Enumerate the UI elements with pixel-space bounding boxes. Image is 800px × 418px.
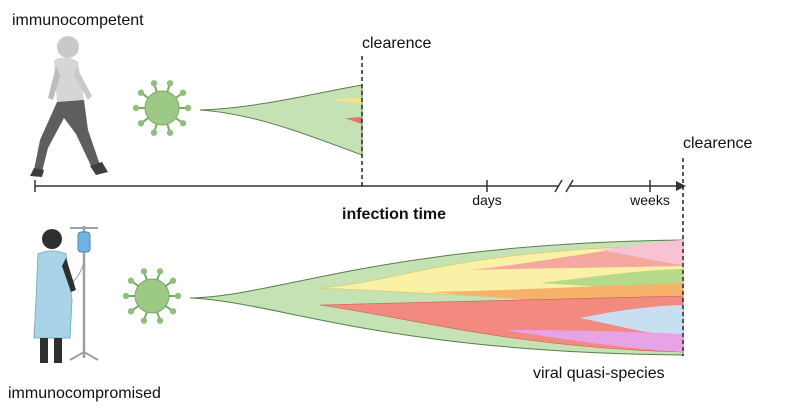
- axis-arrow: [676, 181, 686, 191]
- virus-spike-tip: [156, 268, 164, 275]
- axis-tick-label: weeks: [629, 192, 670, 208]
- virus-body: [144, 90, 180, 126]
- annotation: viral quasi-species: [533, 365, 665, 382]
- virus-spike-tip: [156, 317, 164, 324]
- virus-spike-tip: [166, 80, 174, 87]
- virus-spike-tip: [122, 292, 130, 300]
- group-label: immunocompromised: [8, 385, 161, 402]
- virus-spike-tip: [150, 80, 158, 87]
- virus: [132, 80, 192, 136]
- group-label: immunocompetent: [12, 12, 144, 29]
- clearance-label: clearence: [683, 135, 752, 152]
- virus-spike-tip: [140, 317, 148, 324]
- virus-spike-tip: [169, 277, 177, 284]
- axis-break: [558, 182, 570, 190]
- virus-spike-tip: [140, 268, 148, 275]
- virus-spike-tip: [166, 129, 174, 136]
- virus-spike-tip: [127, 308, 135, 315]
- virus-spike-tip: [132, 104, 140, 112]
- virus-spike-tip: [137, 120, 145, 127]
- immunocompromised-person: [33, 226, 99, 363]
- virus-body: [134, 278, 170, 314]
- clone-fish-bottom: [189, 239, 684, 356]
- subclone: [330, 98, 362, 103]
- virus-spike-tip: [169, 308, 177, 315]
- axis-title: infection time: [342, 206, 446, 223]
- axis-tick-label: days: [472, 192, 502, 208]
- virus-spike-tip: [184, 104, 192, 112]
- virus: [122, 268, 182, 324]
- virus-spike-tip: [179, 120, 187, 127]
- virus-spike-tip: [174, 292, 182, 300]
- subclone: [345, 117, 362, 124]
- virus-spike-tip: [179, 89, 187, 96]
- clearance-label: clearence: [362, 35, 431, 52]
- clone-fish-top: [199, 84, 363, 156]
- virus-spike-tip: [150, 129, 158, 136]
- axis-break: [565, 179, 574, 193]
- virus-spike-tip: [127, 277, 135, 284]
- axis-break: [554, 179, 563, 193]
- immunocompetent-person: [30, 36, 108, 177]
- virus-spike-tip: [137, 89, 145, 96]
